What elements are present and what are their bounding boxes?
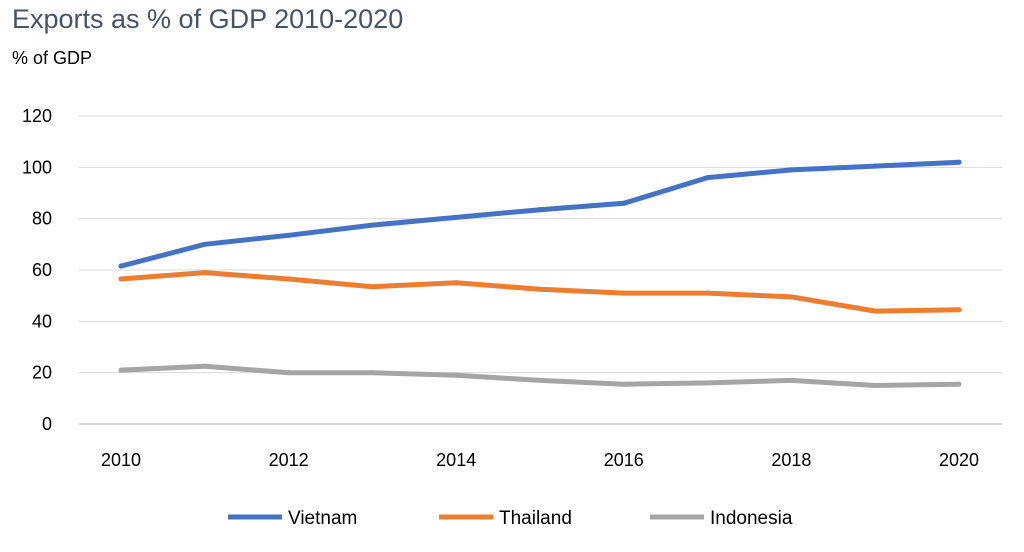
legend-item-indonesia: Indonesia: [650, 508, 793, 529]
legend-item-vietnam: Vietnam: [228, 508, 357, 529]
x-axis-ticks: 2010 2012 2014 2016 2018 2020: [101, 450, 979, 470]
legend-item-thailand: Thailand: [439, 508, 572, 529]
data-point: [621, 200, 627, 206]
data-point: [286, 370, 292, 376]
data-point: [872, 163, 878, 169]
x-tick-label: 2010: [101, 450, 141, 470]
data-point: [705, 380, 711, 386]
x-tick-label: 2014: [436, 450, 476, 470]
data-point: [118, 367, 124, 373]
y-tick-label: 120: [22, 106, 52, 126]
data-point: [621, 381, 627, 387]
data-point: [788, 167, 794, 173]
data-point: [705, 290, 711, 296]
legend-label: Vietnam: [288, 508, 357, 529]
x-tick-label: 2020: [939, 450, 979, 470]
series-line-thailand: [118, 270, 962, 314]
data-point: [202, 363, 208, 369]
data-point: [453, 214, 459, 220]
y-tick-label: 40: [32, 311, 52, 331]
x-tick-label: 2018: [771, 450, 811, 470]
data-point: [621, 290, 627, 296]
data-point: [788, 294, 794, 300]
data-point: [369, 284, 375, 290]
legend: Vietnam Thailand Indonesia: [228, 508, 793, 529]
legend-label: Thailand: [499, 508, 572, 529]
data-point: [118, 263, 124, 269]
data-point: [202, 241, 208, 247]
y-axis-label: % of GDP: [12, 48, 93, 68]
data-point: [286, 232, 292, 238]
y-tick-label: 100: [22, 157, 52, 177]
y-tick-label: 0: [42, 414, 52, 434]
data-point: [537, 207, 543, 213]
data-point: [118, 276, 124, 282]
series-line-vietnam: [118, 159, 962, 269]
x-tick-label: 2012: [269, 450, 309, 470]
chart-title: Exports as % of GDP 2010-2020: [12, 4, 404, 34]
series-lines: [118, 159, 962, 388]
legend-label: Indonesia: [710, 508, 793, 529]
data-point: [956, 307, 962, 313]
data-point: [453, 372, 459, 378]
data-point: [956, 159, 962, 165]
data-point: [872, 308, 878, 314]
data-point: [286, 276, 292, 282]
y-axis-ticks: 0 20 40 60 80 100 120: [22, 106, 52, 434]
y-tick-label: 60: [32, 260, 52, 280]
data-point: [369, 222, 375, 228]
x-tick-label: 2016: [604, 450, 644, 470]
data-point: [705, 175, 711, 181]
gridlines: [79, 115, 1002, 374]
data-point: [369, 370, 375, 376]
data-point: [537, 377, 543, 383]
data-point: [956, 381, 962, 387]
data-point: [872, 383, 878, 388]
data-point: [788, 377, 794, 383]
data-point: [537, 286, 543, 292]
data-point: [453, 280, 459, 286]
y-tick-label: 80: [32, 209, 52, 229]
data-point: [202, 270, 208, 276]
y-tick-label: 20: [32, 363, 52, 383]
